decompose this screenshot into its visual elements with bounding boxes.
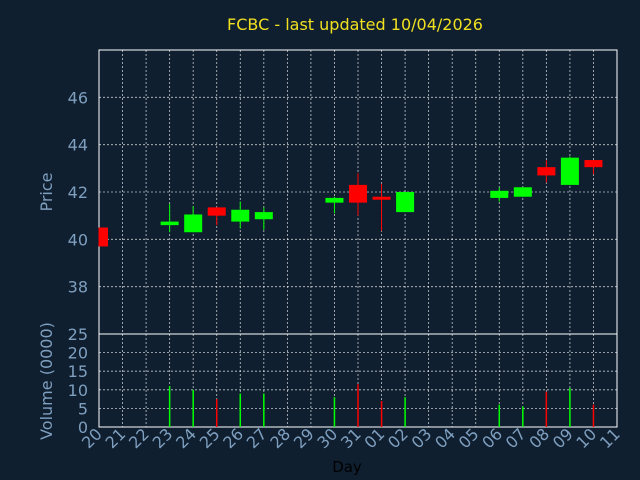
candle-body bbox=[349, 184, 367, 203]
volume-tick-label: 5 bbox=[78, 399, 88, 418]
price-tick-label: 42 bbox=[68, 183, 88, 202]
volume-tick-label: 15 bbox=[68, 362, 88, 381]
volume-bar bbox=[404, 397, 406, 427]
volume-bar bbox=[263, 393, 265, 427]
price-tick-label: 44 bbox=[68, 136, 88, 155]
price-axis-label: Price bbox=[37, 172, 56, 211]
candle-body bbox=[537, 167, 556, 176]
volume-bar bbox=[498, 404, 501, 427]
volume-bar bbox=[380, 400, 383, 427]
volume-bar bbox=[357, 384, 359, 427]
candle-body bbox=[372, 196, 391, 200]
volume-bar bbox=[215, 399, 218, 427]
price-tick-label: 40 bbox=[68, 230, 88, 249]
volume-bar bbox=[168, 386, 171, 427]
day-tick-label: 11 bbox=[596, 424, 624, 452]
candle-body bbox=[490, 190, 509, 198]
volume-bar bbox=[192, 389, 194, 427]
volume-tick-label: 20 bbox=[68, 344, 88, 363]
volume-tick-label: 0 bbox=[78, 418, 88, 437]
volume-bar bbox=[239, 393, 242, 427]
chart-title: FCBC - last updated 10/04/2026 bbox=[227, 15, 483, 34]
volume-bar bbox=[522, 406, 524, 427]
volume-bar bbox=[333, 397, 336, 427]
candle-body bbox=[513, 187, 532, 197]
volume-tick-label: 10 bbox=[68, 381, 88, 400]
candle-body bbox=[99, 227, 108, 247]
volume-tick-label: 25 bbox=[68, 325, 88, 344]
candle-body bbox=[231, 209, 250, 222]
price-panel: 38 40 42 44 46 bbox=[68, 49, 618, 335]
volume-bar bbox=[569, 387, 571, 427]
candle-body bbox=[207, 207, 226, 216]
candle-body bbox=[325, 197, 344, 203]
price-tick-label: 46 bbox=[68, 88, 88, 107]
price-tick-label: 38 bbox=[68, 278, 88, 297]
volume-bar bbox=[592, 404, 595, 427]
candle-body bbox=[396, 192, 415, 213]
candle-body bbox=[184, 214, 203, 233]
candle-body bbox=[560, 157, 579, 185]
day-tick-labels: 2021222324252627282930310102030405060708… bbox=[78, 424, 624, 452]
volume-axis-label: Volume (0000) bbox=[37, 322, 56, 440]
candle-body bbox=[160, 221, 179, 226]
candle-body bbox=[584, 160, 603, 168]
day-axis-label: Day bbox=[332, 458, 362, 476]
candle-body bbox=[254, 212, 273, 220]
volume-bar bbox=[545, 391, 548, 427]
